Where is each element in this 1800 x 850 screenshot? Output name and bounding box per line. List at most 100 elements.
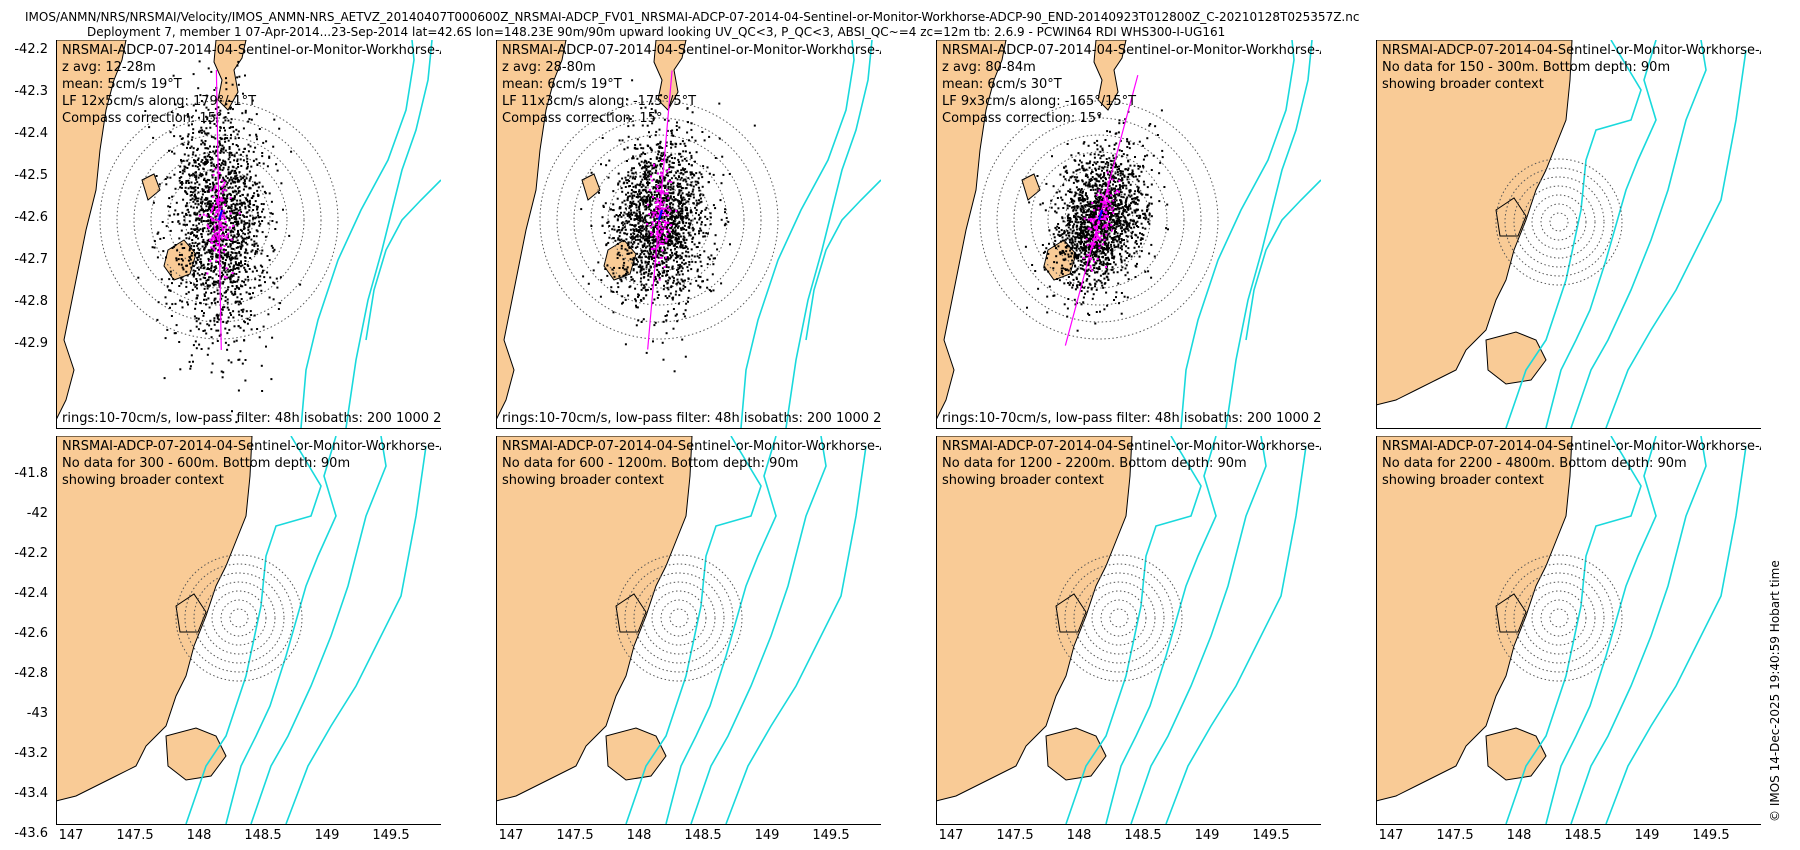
- speed-rings: [1055, 554, 1183, 682]
- axis-line: [936, 436, 937, 824]
- map-canvas: [56, 436, 427, 824]
- islet: [1021, 173, 1041, 201]
- panel-annotation: NRSMAI-ADCP-07-2014-04-Sentinel-or-Monit…: [62, 438, 441, 489]
- speed-ring: [590, 151, 728, 289]
- map-canvas: [1376, 40, 1747, 428]
- speed-ring: [202, 581, 276, 655]
- panel-info-line: No data for 2200 - 4800m. Bottom depth: …: [1382, 456, 1687, 471]
- peninsula: [1045, 727, 1107, 781]
- speed-ring: [1100, 599, 1138, 637]
- y-tick-label: -42.8: [14, 294, 48, 309]
- isobath-lines: [1180, 40, 1321, 428]
- speed-ring: [1504, 167, 1614, 277]
- y-tick-label: -42.9: [14, 336, 48, 351]
- axis-line: [56, 40, 57, 428]
- principal-axis-line: [215, 70, 222, 350]
- x-tick-label: 147.5: [556, 828, 594, 843]
- speed-ring: [1047, 168, 1151, 272]
- axis-line: [1376, 428, 1761, 429]
- map-canvas: [1376, 436, 1747, 824]
- file-path-title: IMOS/ANMN/NRS/NRSMAI/Velocity/IMOS_ANMN-…: [25, 10, 1360, 24]
- x-tick-label: 149: [754, 828, 780, 843]
- speed-ring: [539, 100, 779, 340]
- speed-ring: [1522, 185, 1596, 259]
- peninsula: [1485, 331, 1547, 385]
- panel-info-line: Compass correction: 15°: [62, 111, 223, 126]
- maria-island: [1495, 593, 1527, 633]
- speed-ring: [1522, 581, 1596, 655]
- x-tick-label: 147.5: [1436, 828, 1474, 843]
- map-panel: NRSMAI-ADCP-07-2014-04-Sentinel-or-Monit…: [1376, 40, 1761, 428]
- panel-footer: rings:10-70cm/s, low-pass filter: 48h is…: [942, 411, 1321, 426]
- panel-title: NRSMAI-ADCP-07-2014-04-Sentinel-or-Monit…: [62, 43, 441, 58]
- speed-ring: [669, 608, 689, 628]
- speed-ring: [1549, 608, 1569, 628]
- panel-info-line: mean: 6cm/s 30°T: [942, 77, 1062, 92]
- maria-island: [1055, 593, 1087, 633]
- speed-ring: [1091, 590, 1147, 646]
- x-tick-label: 149: [1194, 828, 1220, 843]
- axis-line: [936, 40, 937, 428]
- axis-line: [1376, 40, 1377, 428]
- x-tick-label: 149.5: [372, 828, 410, 843]
- x-tick-label: 149.5: [1692, 828, 1730, 843]
- panel-title: NRSMAI-ADCP-07-2014-04-Sentinel-or-Monit…: [502, 43, 881, 58]
- map-canvas: [56, 40, 441, 428]
- speed-ring: [996, 117, 1202, 323]
- mean-velocity-arrow: [1098, 209, 1103, 221]
- panel-footer: rings:10-70cm/s, low-pass filter: 48h is…: [502, 411, 881, 426]
- panel-title: NRSMAI-ADCP-07-2014-04-Sentinel-or-Monit…: [942, 43, 1321, 58]
- panel-annotation: NRSMAI-ADCP-07-2014-04-Sentinel-or-Monit…: [942, 42, 1321, 127]
- panel-info-line: mean: 5cm/s 19°T: [62, 77, 182, 92]
- maria-island-north: [1093, 40, 1127, 111]
- peninsula: [605, 727, 667, 781]
- speed-ring: [1513, 572, 1605, 664]
- axis-line: [936, 428, 1321, 429]
- speed-ring: [116, 117, 322, 323]
- panel-info-line: No data for 600 - 1200m. Bottom depth: 9…: [502, 456, 799, 471]
- speed-ring: [624, 563, 734, 673]
- map-panel: NRSMAI-ADCP-07-2014-04-Sentinel-or-Monit…: [496, 40, 881, 428]
- x-tick-label: 149: [1634, 828, 1660, 843]
- speed-rings: [1495, 158, 1623, 286]
- speed-ring: [1013, 134, 1185, 306]
- panel-info-line: Compass correction: 15°: [942, 111, 1103, 126]
- map-panel: NRSMAI-ADCP-07-2014-04-Sentinel-or-Monit…: [936, 40, 1321, 428]
- x-tick-label: 149: [314, 828, 340, 843]
- speed-rings: [979, 100, 1219, 340]
- axis-line: [496, 824, 881, 825]
- mainland-coast: [56, 40, 127, 421]
- map-canvas: [936, 436, 1307, 824]
- maria-island: [615, 593, 647, 633]
- x-tick-label: 147: [498, 828, 524, 843]
- y-tick-label: -43: [26, 706, 48, 721]
- islet: [581, 173, 601, 201]
- panel-annotation: NRSMAI-ADCP-07-2014-04-Sentinel-or-Monit…: [502, 42, 881, 127]
- mean-velocity-arrow: [658, 209, 663, 221]
- mainland-coast: [1376, 40, 1573, 406]
- speed-rings: [175, 554, 303, 682]
- speed-ring: [193, 572, 285, 664]
- axis-line: [56, 824, 441, 825]
- coastline-land: [56, 436, 253, 802]
- speed-ring: [642, 581, 716, 655]
- maria-island-north: [653, 40, 687, 111]
- speed-ring: [615, 554, 743, 682]
- y-tick-label: -42.3: [14, 84, 48, 99]
- axis-line: [496, 428, 881, 429]
- speed-ring: [1540, 203, 1578, 241]
- axis-line: [936, 824, 1321, 825]
- speed-rings: [99, 100, 339, 340]
- maria-island: [175, 593, 207, 633]
- maria-island: [1495, 197, 1527, 237]
- panel-info-line: showing broader context: [502, 473, 664, 488]
- axis-line: [56, 428, 441, 429]
- isobath-lines: [1065, 436, 1307, 824]
- map-panel: NRSMAI-ADCP-07-2014-04-Sentinel-or-Monit…: [936, 436, 1321, 824]
- map-canvas: [936, 40, 1321, 428]
- x-tick-label: 149.5: [1252, 828, 1290, 843]
- x-tick-label: 148: [1506, 828, 1532, 843]
- speed-ring: [99, 100, 339, 340]
- panel-info-line: showing broader context: [1382, 77, 1544, 92]
- coastline-land: [496, 40, 687, 421]
